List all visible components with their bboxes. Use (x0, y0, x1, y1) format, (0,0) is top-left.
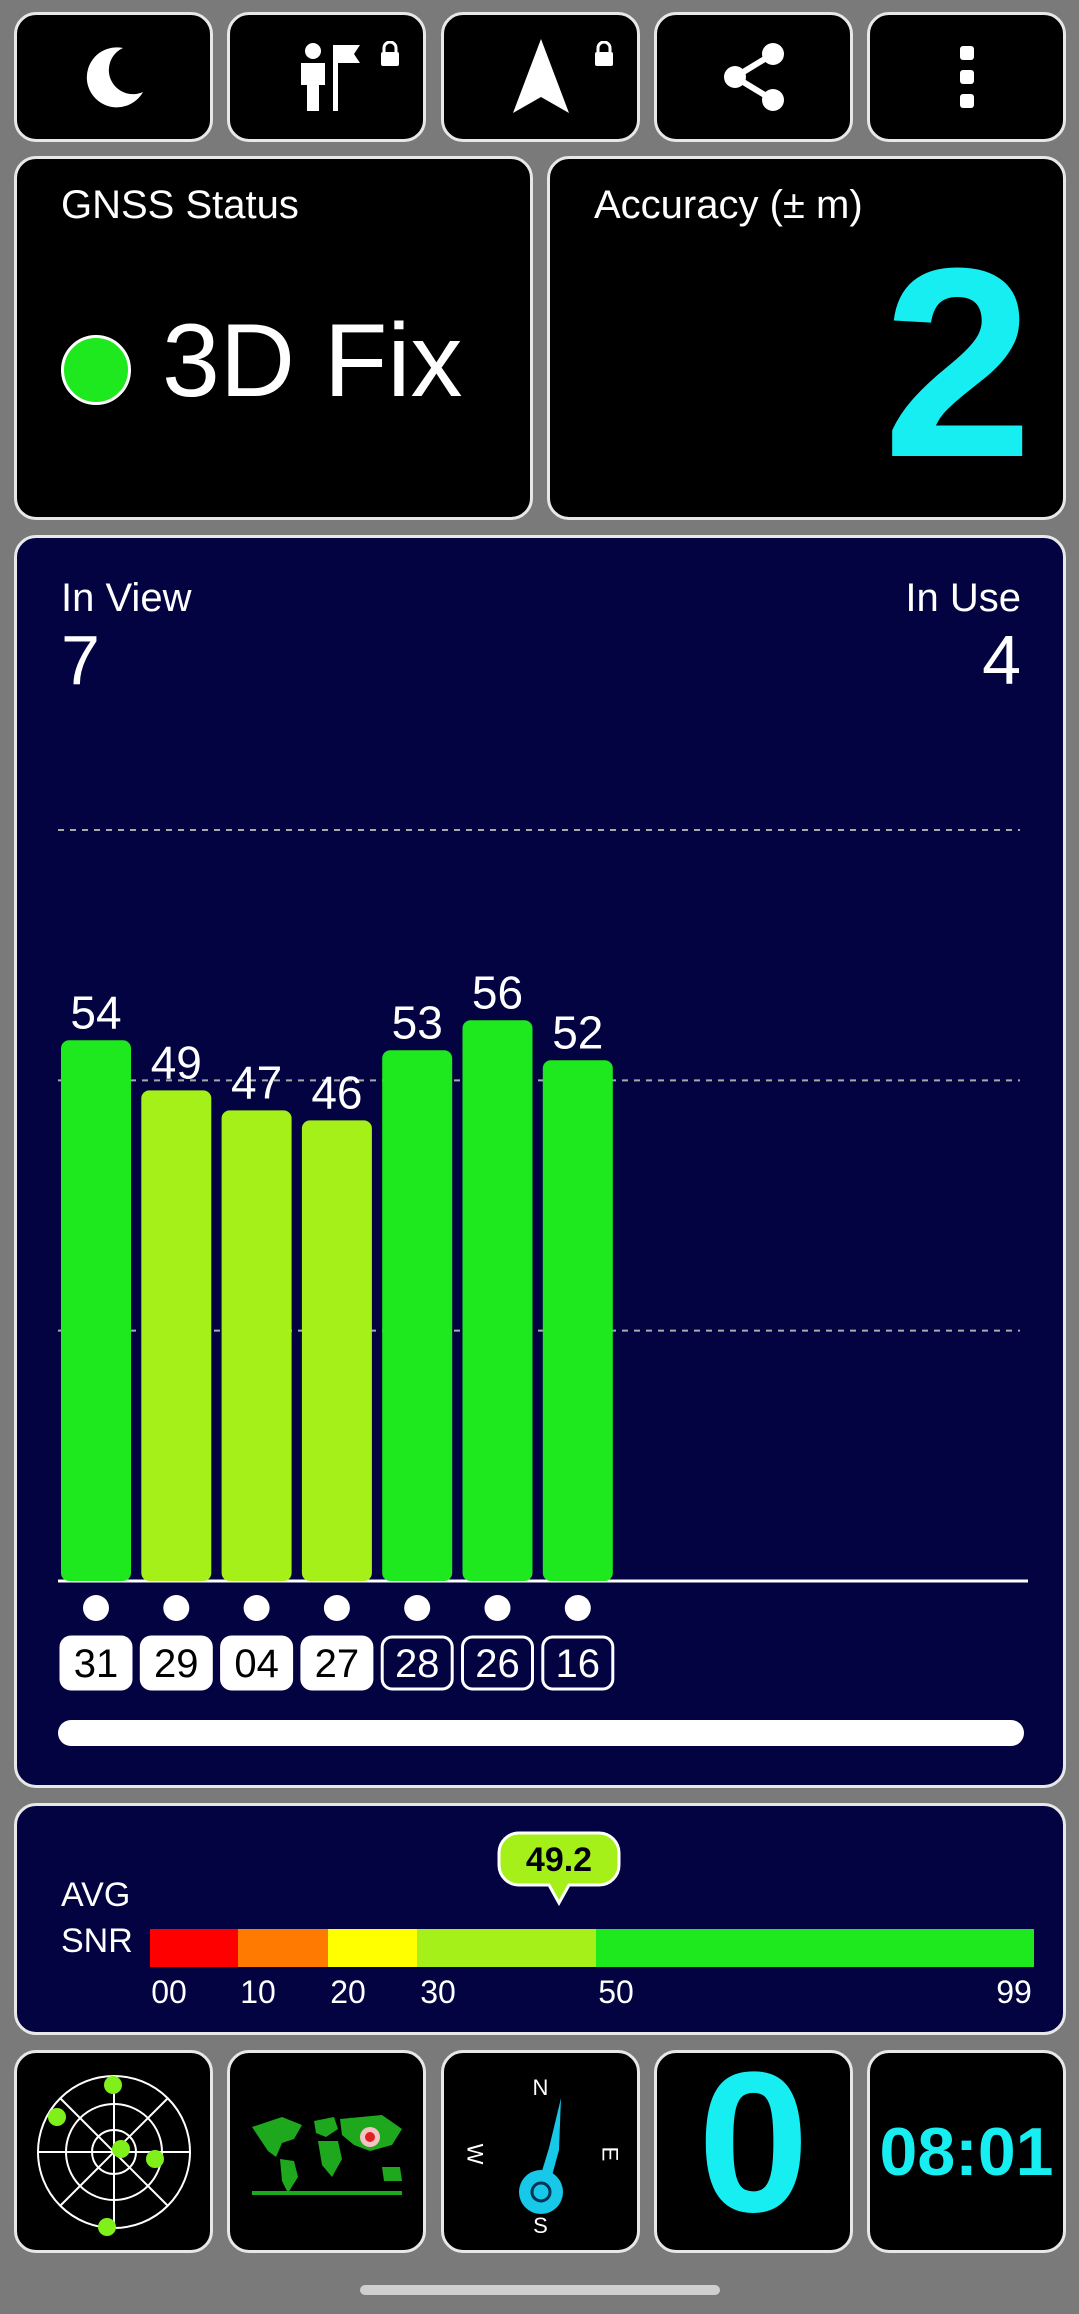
location-flag-icon (300, 43, 360, 111)
bar-value-label: 53 (392, 996, 443, 1048)
satellite-dot (163, 1595, 190, 1621)
avg-snr-marker (497, 1831, 621, 1907)
bar-value-label: 49 (151, 1036, 202, 1088)
in-view-label: In View (61, 576, 192, 620)
compass-west-label: W (462, 2143, 488, 2165)
accuracy-label: Accuracy (± m) (594, 183, 863, 227)
gnss-status-value: 3D Fix (162, 303, 463, 419)
snr-scale-tick: 10 (240, 1974, 276, 2010)
compass-north-label: N (532, 2075, 549, 2100)
prn-badge[interactable] (380, 1635, 454, 1691)
more-options-button[interactable] (867, 12, 1066, 142)
snr-bar[interactable] (301, 1120, 372, 1581)
prn-label: 26 (475, 1642, 520, 1686)
satellite-dot (484, 1595, 511, 1621)
prn-label: 16 (556, 1642, 601, 1686)
snr-scale-segment (328, 1929, 417, 1967)
bar-value-label: 52 (552, 1006, 603, 1058)
snr-scale-segment (150, 1929, 238, 1967)
snr-scale: 00 10 20 30 50 99 49.2 (150, 1831, 1034, 2010)
snr-scale-segment (238, 1929, 328, 1967)
prn-badge[interactable] (220, 1635, 294, 1691)
compass-button[interactable]: N S W E (441, 2050, 640, 2253)
prn-label: 04 (234, 1642, 279, 1686)
prn-label: 27 (315, 1642, 360, 1686)
world-map-icon (251, 2114, 402, 2195)
snr-scale-tick: 20 (330, 1974, 366, 2010)
satellite-dot (323, 1595, 350, 1621)
gesture-nav-bar[interactable] (360, 2285, 720, 2295)
bar-value-label: 56 (472, 966, 523, 1018)
time-value: 08:01 (879, 2114, 1054, 2190)
satellite-snr-card: In View 7 In Use 4 54 31 49 29 47 04 46 27 53 28 5… (14, 535, 1066, 1788)
share-button[interactable] (654, 12, 853, 142)
lock-icon (595, 41, 613, 66)
snr-bar[interactable] (61, 1040, 131, 1581)
accuracy-value: 2 (882, 213, 1033, 514)
gnss-status-card: GNSS Status 3D Fix (14, 156, 533, 520)
lock-icon (381, 41, 399, 66)
prn-label: 31 (74, 1642, 119, 1686)
navigation-button[interactable] (441, 12, 640, 142)
snr-scale-tick: 50 (598, 1974, 634, 2010)
prn-badge[interactable] (300, 1635, 374, 1691)
snr-bar[interactable] (221, 1110, 292, 1581)
navigation-arrow-icon (512, 39, 569, 113)
sky-view-button[interactable] (14, 2050, 213, 2253)
snr-bar[interactable] (542, 1060, 613, 1581)
scroll-bar[interactable] (58, 1720, 1024, 1746)
night-mode-button[interactable] (14, 12, 213, 142)
time-tile[interactable]: 08:01 (867, 2050, 1066, 2253)
snr-scale-tick: 00 (151, 1974, 187, 2010)
fix-indicator-dot (61, 335, 131, 405)
snr-scale-tick: 30 (420, 1974, 456, 2010)
in-use-label: In Use (905, 576, 1021, 620)
satellite-dot (404, 1595, 431, 1621)
moon-icon (86, 47, 143, 108)
snr-scale-segment (417, 1929, 596, 1967)
prn-badge[interactable] (461, 1635, 534, 1691)
compass-south-label: S (533, 2213, 548, 2238)
snr-scale-tick: 99 (996, 1974, 1032, 2010)
compass-east-label: E (597, 2146, 623, 2162)
snr-bar-chart: 54 31 49 29 47 04 46 27 53 28 56 26 52 16 (58, 829, 1028, 1746)
bar-value-label: 47 (231, 1056, 282, 1108)
compass-icon (518, 2097, 563, 2214)
more-vert-icon (959, 46, 974, 108)
in-use-value: 4 (982, 621, 1021, 699)
snr-label: SNR (61, 1922, 133, 1960)
prn-badge[interactable] (139, 1635, 213, 1691)
prn-badge[interactable] (59, 1635, 133, 1691)
gnss-status-label: GNSS Status (61, 183, 299, 227)
satellite-dot (564, 1595, 591, 1621)
share-icon (723, 43, 784, 111)
avg-label: AVG (61, 1876, 131, 1914)
prn-label: 28 (395, 1642, 440, 1686)
prn-label: 29 (154, 1642, 199, 1686)
snr-bar[interactable] (141, 1090, 212, 1581)
satellite-dot (243, 1595, 270, 1621)
bar-value-label: 54 (70, 986, 121, 1038)
speed-value: 0 (697, 2031, 810, 2254)
satellite-dot (83, 1595, 109, 1621)
accuracy-card: Accuracy (± m) 2 (547, 156, 1066, 520)
in-view-value: 7 (61, 621, 100, 699)
speed-tile[interactable]: 0 (654, 2043, 853, 2253)
snr-bar[interactable] (462, 1020, 533, 1581)
avg-snr-value: 49.2 (526, 1841, 592, 1879)
radar-icon (36, 2074, 191, 2236)
world-map-button[interactable] (227, 2050, 426, 2253)
avg-snr-card: AVG SNR 00 10 20 30 50 99 49.2 (14, 1803, 1066, 2035)
snr-scale-segment (596, 1929, 1034, 1967)
prn-badge[interactable] (541, 1635, 615, 1691)
location-flag-button[interactable] (227, 12, 426, 142)
bar-value-label: 46 (311, 1066, 362, 1118)
snr-bar[interactable] (382, 1050, 453, 1581)
